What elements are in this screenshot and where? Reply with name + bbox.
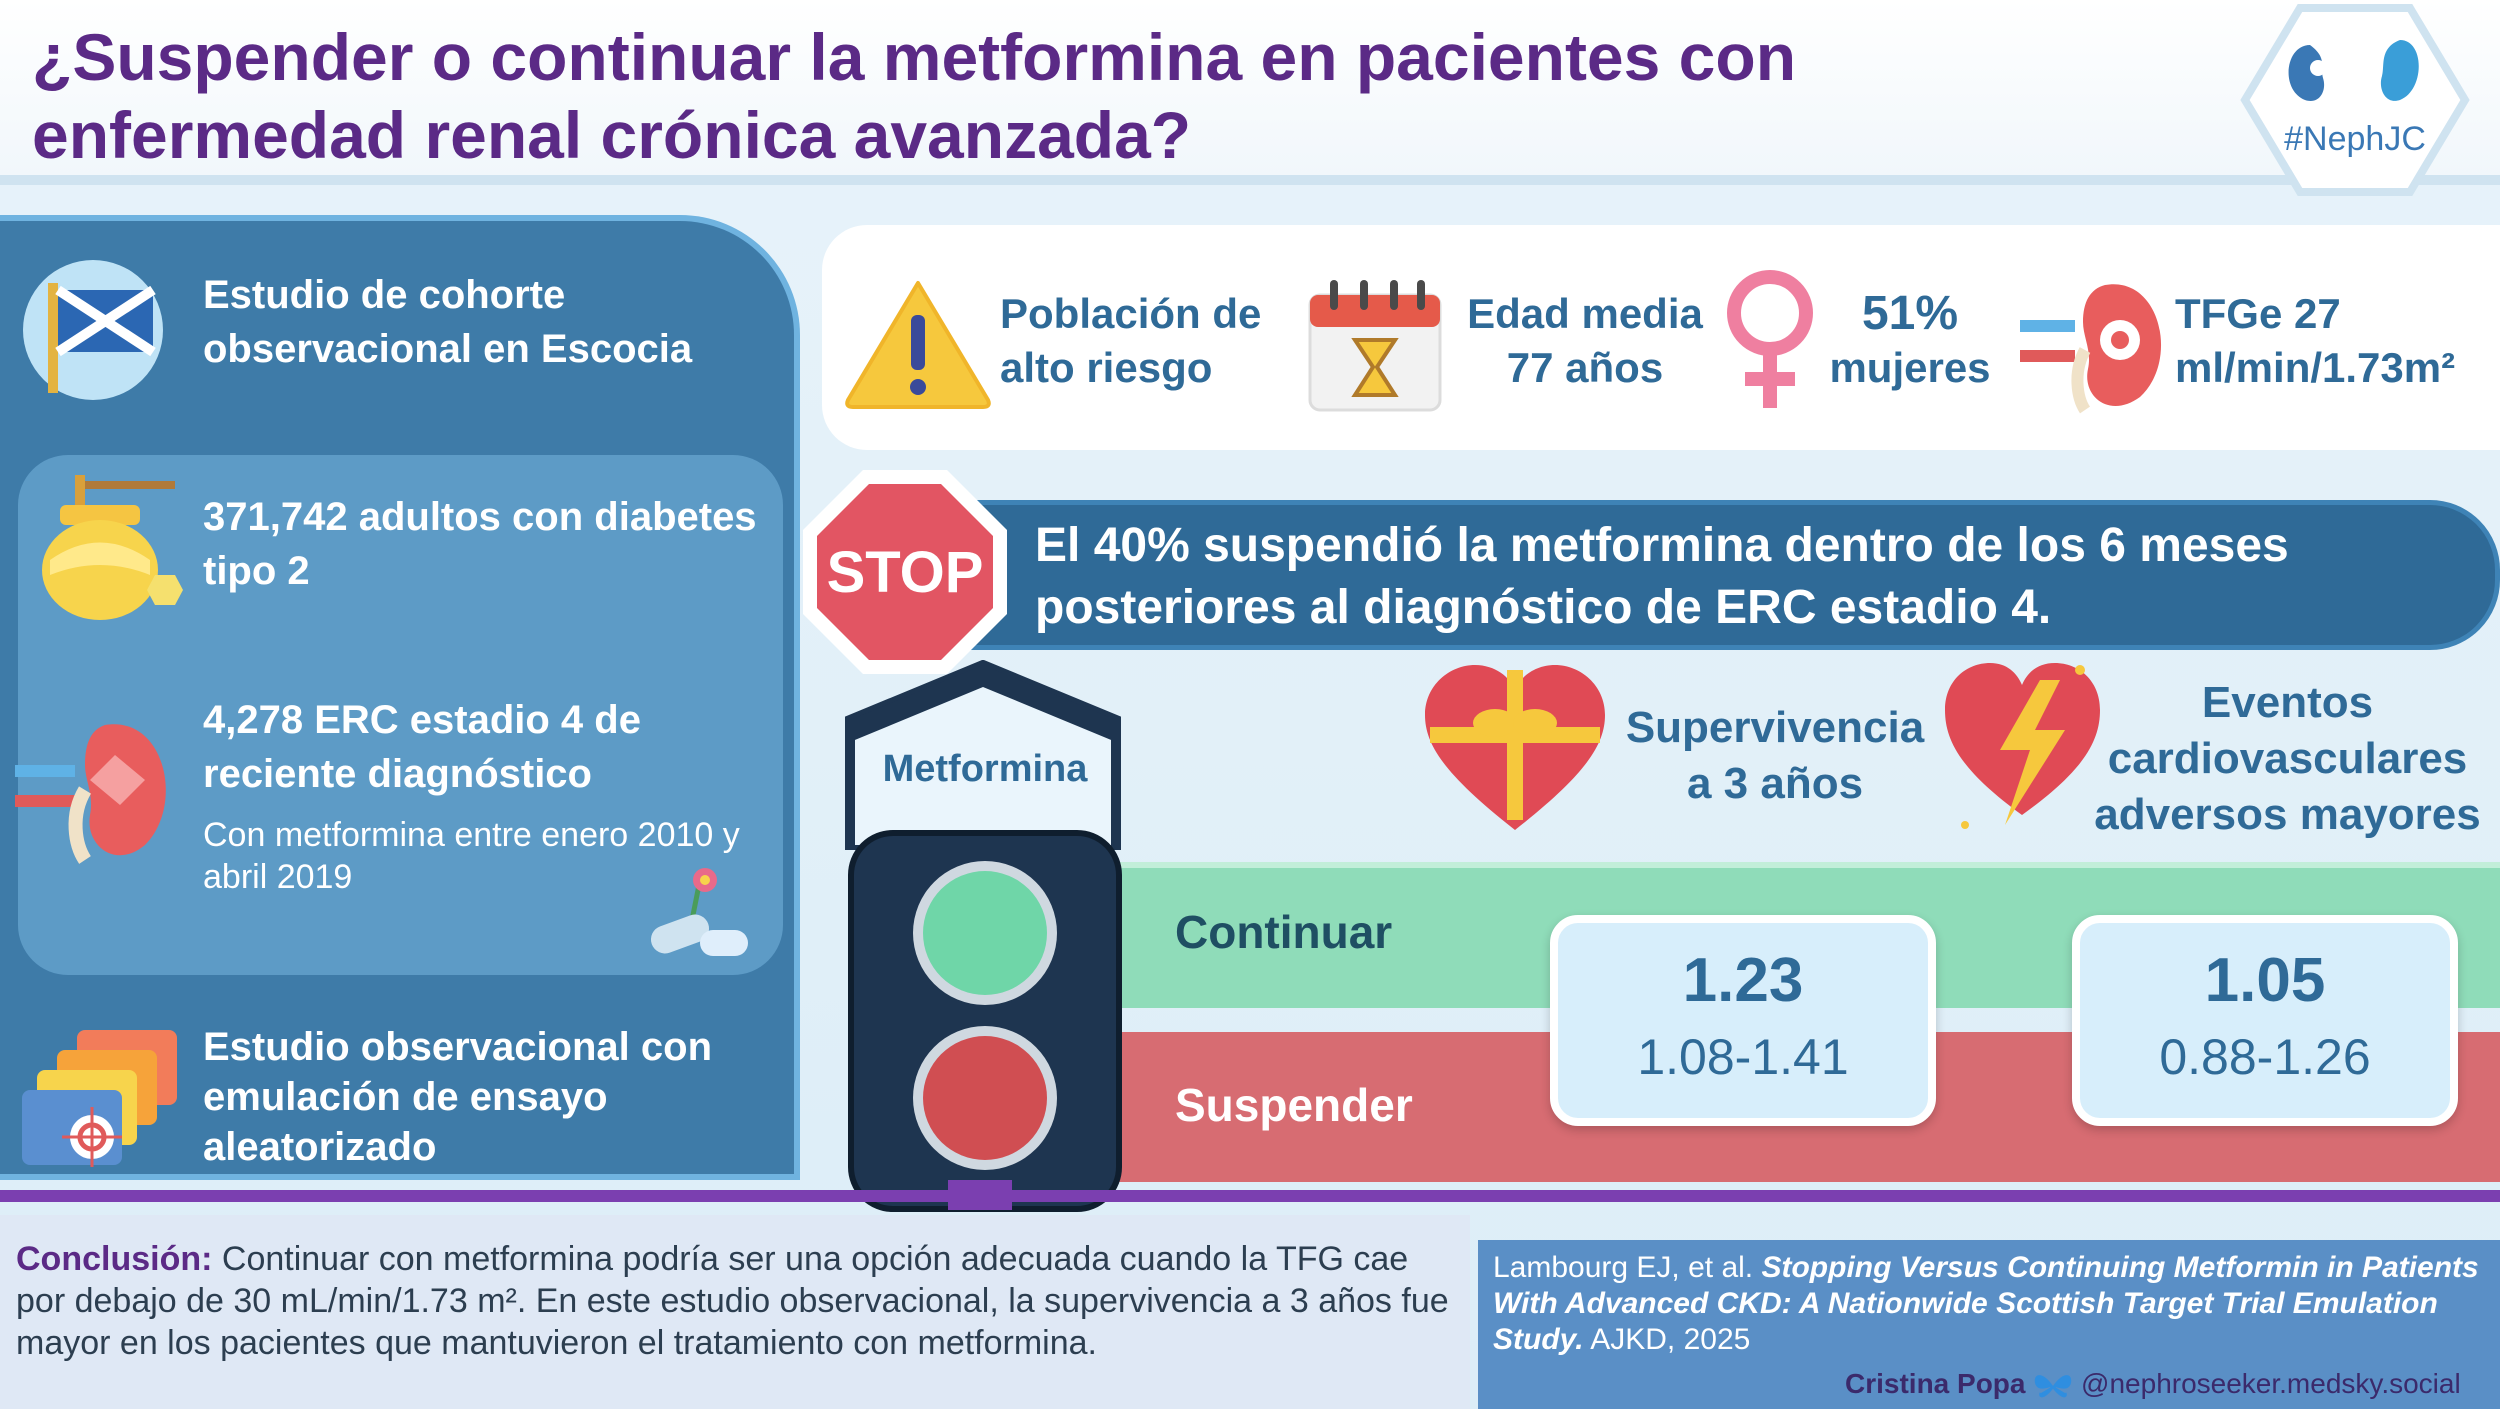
- age-value: 77 años: [1506, 344, 1664, 391]
- mace-hr: 1.05: [2204, 946, 2326, 1015]
- survival-line-2: a 3 años: [1686, 759, 1864, 808]
- female-symbol-icon: [1727, 270, 1813, 408]
- credit-author: Cristina Popa: [1845, 1368, 2026, 1399]
- traffic-light-label: Metformina: [882, 748, 1088, 790]
- kidney-icon: [15, 724, 166, 864]
- pills-flower-icon: [650, 868, 748, 956]
- survival-result-box: 1.23 1.08-1.41: [1550, 915, 1936, 1126]
- mace-line-2: cardiovasculares: [2107, 734, 2468, 783]
- conclusion-label: Conclusión:: [16, 1240, 213, 1278]
- credit-line: Cristina Popa @nephroseeker.medsky.socia…: [1845, 1368, 2461, 1401]
- reference-journal: AJKD, 2025: [1583, 1323, 1751, 1356]
- stop-banner: [880, 500, 2500, 650]
- stop-sign-icon: STOP: [803, 470, 1007, 674]
- warning-icon: [845, 281, 991, 409]
- reference-text: Lambourg EJ, et al. Stopping Versus Cont…: [1493, 1250, 2493, 1358]
- stop-line-2: posteriores al diagnóstico de ERC estadi…: [1035, 581, 2052, 634]
- egfr-unit: ml/min/1.73m²: [2175, 344, 2456, 391]
- women-label: mujeres: [1829, 344, 1991, 391]
- logo-text: #NephJC: [2284, 120, 2426, 158]
- design-text: Estudio observacional con emulación de e…: [203, 1025, 713, 1169]
- title-line-1: ¿Suspender o continuar la metformina en …: [32, 20, 1797, 94]
- nephjc-logo: #NephJC: [2240, 0, 2470, 200]
- page-title: ¿Suspender o continuar la metformina en …: [32, 18, 2132, 174]
- butterfly-icon: [2035, 1374, 2072, 1397]
- risk-text: Población de alto riesgo: [1000, 290, 1262, 391]
- traffic-lights-icon: [913, 861, 1057, 1170]
- heart-gift-icon: [1425, 665, 1605, 830]
- conclusion-box: [0, 1215, 1470, 1409]
- calendar-icon: [1308, 280, 1442, 412]
- baseline-stats-card: [822, 225, 2500, 450]
- reference-box: [1478, 1240, 2500, 1409]
- header-bar: [0, 0, 2500, 185]
- mace-line-3: adversos mayores: [2094, 790, 2481, 839]
- mace-header: Eventos cardiovasculares adversos mayore…: [2075, 675, 2500, 843]
- age-label: Edad media: [1467, 290, 1703, 337]
- honey-jar-icon: [42, 475, 183, 620]
- suspend-label: Suspender: [1175, 1079, 1413, 1131]
- title-line-2: enfermedad renal crónica avanzada?: [32, 98, 1192, 172]
- survival-hr: 1.23: [1682, 946, 1804, 1015]
- ckd-subtext: Con metformina entre enero 2010 y abril …: [203, 816, 740, 896]
- divider-line: [0, 1190, 2500, 1202]
- stop-sign-text: STOP: [827, 540, 984, 605]
- hexagon-logo-icon: [2240, 4, 2470, 196]
- adults-text: 371,742 adultos con diabetes tipo 2: [203, 495, 757, 593]
- women-percent: 51%: [1861, 287, 1959, 340]
- traffic-light-hood-icon: [845, 660, 1121, 850]
- mace-line-1: Eventos: [2201, 678, 2374, 727]
- mace-ci: 0.88-1.26: [2159, 1029, 2371, 1085]
- conclusion-body: Continuar con metformina podría ser una …: [16, 1240, 1449, 1362]
- reference-title: Stopping Versus Continuing Metformin in …: [1493, 1251, 2479, 1356]
- heart-lightning-icon: [1945, 663, 2100, 829]
- conclusion-text: Conclusión: Continuar con metformina pod…: [16, 1238, 1466, 1364]
- folders-target-icon: [22, 1030, 177, 1167]
- study-type-text: Estudio de cohorte observacional en Esco…: [203, 273, 693, 371]
- credit-handle: @nephroseeker.medsky.social: [2081, 1368, 2461, 1399]
- scotland-flag-icon: [23, 260, 163, 400]
- continue-label: Continuar: [1175, 906, 1393, 958]
- stop-banner-text: El 40% suspendió la metformina dentro de…: [1035, 515, 2495, 639]
- kidney-gear-icon: [2020, 284, 2162, 414]
- stop-line-1: El 40% suspendió la metformina dentro de…: [1035, 519, 2289, 572]
- mace-result-box: 1.05 0.88-1.26: [2072, 915, 2458, 1126]
- age-text: Edad media 77 años: [1455, 287, 1715, 395]
- egfr-value: TFGe 27: [2175, 290, 2341, 337]
- reference-authors: Lambourg EJ, et al.: [1493, 1251, 1762, 1284]
- egfr-text: TFGe 27 ml/min/1.73m²: [2175, 287, 2495, 395]
- survival-ci: 1.08-1.41: [1637, 1029, 1849, 1085]
- ckd-text: 4,278 ERC estadio 4 de reciente diagnóst…: [203, 698, 641, 796]
- survival-line-1: Supervivencia: [1625, 703, 1925, 752]
- survival-header: Supervivencia a 3 años: [1605, 700, 1945, 812]
- women-text: 51% mujeres: [1810, 287, 2010, 395]
